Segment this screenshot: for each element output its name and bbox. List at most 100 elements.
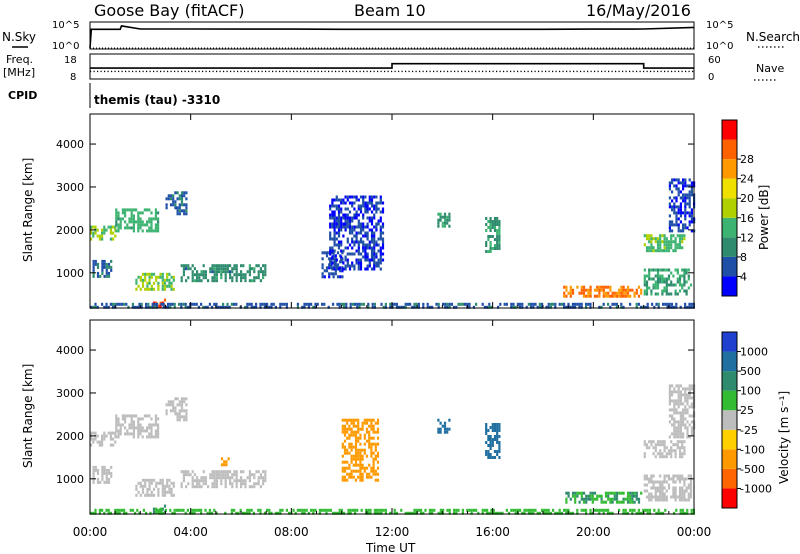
heatmap-cell <box>470 511 473 515</box>
heatmap-cell <box>223 463 226 467</box>
heatmap-cell <box>342 198 345 202</box>
heatmap-cell <box>123 511 126 515</box>
heatmap-cell <box>191 485 194 489</box>
heatmap-cell <box>233 473 236 477</box>
heatmap-cell <box>618 500 621 504</box>
heatmap-cell <box>668 302 671 306</box>
heatmap-cell <box>689 283 693 287</box>
heatmap-cell <box>370 246 374 250</box>
heatmap-cell <box>654 237 657 241</box>
heatmap-cell <box>107 262 111 266</box>
heatmap-cell <box>180 302 183 306</box>
heatmap-cell <box>663 446 666 450</box>
heatmap-cell <box>571 511 574 515</box>
heatmap-cell <box>225 463 228 467</box>
heatmap-cell <box>366 264 369 268</box>
heatmap-cell <box>362 243 365 247</box>
heatmap-cell <box>288 511 291 515</box>
heatmap-cell <box>301 511 304 515</box>
heatmap-cell <box>206 305 209 309</box>
heatmap-cell <box>169 197 173 201</box>
heatmap-cell <box>148 487 151 491</box>
heatmap-cell <box>366 237 369 241</box>
heatmap-cell <box>172 197 175 201</box>
heatmap-cell <box>211 270 214 274</box>
heatmap-cell <box>215 511 218 515</box>
heatmap-cell <box>492 508 495 512</box>
heatmap-cell <box>140 305 143 309</box>
heatmap-cell <box>202 276 205 280</box>
heatmap-cell <box>98 443 101 447</box>
heatmap-cell <box>159 275 162 279</box>
heatmap-cell <box>439 430 442 434</box>
heatmap-cell <box>231 476 234 480</box>
heatmap-cell <box>486 508 489 512</box>
heatmap-cell <box>431 305 434 309</box>
heatmap-cell <box>213 276 216 280</box>
heatmap-cell <box>613 494 616 498</box>
heatmap-cell <box>150 287 153 291</box>
heatmap-cell <box>404 302 407 306</box>
heatmap-cell <box>141 281 145 285</box>
heatmap-cell <box>157 287 160 291</box>
heatmap-cell <box>170 287 173 291</box>
heatmap-cell <box>220 479 223 483</box>
heatmap-cell <box>645 292 649 296</box>
y-tick-label: 1000 <box>56 473 84 486</box>
heatmap-cell <box>409 511 412 515</box>
heatmap-cell <box>370 240 374 244</box>
heatmap-cell <box>635 291 638 295</box>
heatmap-cell <box>355 225 358 229</box>
heatmap-cell <box>165 197 168 201</box>
heatmap-cell <box>92 471 95 475</box>
heatmap-cell <box>643 483 646 487</box>
heatmap-cell <box>631 511 634 515</box>
heatmap-cell <box>253 279 256 283</box>
heatmap-cell <box>375 222 378 226</box>
heatmap-cell <box>211 276 214 280</box>
heatmap-cell <box>157 481 160 485</box>
heatmap-cell <box>336 251 340 255</box>
heatmap-cell <box>148 217 151 221</box>
heatmap-cell <box>491 247 494 250</box>
heatmap-cell <box>331 201 334 205</box>
heatmap-cell <box>523 511 526 515</box>
heatmap-cell <box>344 228 347 232</box>
heatmap-cell <box>115 423 118 427</box>
heatmap-cell <box>674 455 677 459</box>
heatmap-cell <box>688 305 691 309</box>
heatmap-cell <box>670 292 673 296</box>
heatmap-cell <box>604 500 608 504</box>
heatmap-cell <box>150 423 153 427</box>
heatmap-cell <box>166 481 169 485</box>
heatmap-cell <box>498 235 501 238</box>
heatmap-cell <box>437 427 440 431</box>
heatmap-cell <box>527 302 530 306</box>
heatmap-cell <box>373 264 376 268</box>
heatmap-cell <box>253 476 256 480</box>
heatmap-cell <box>663 455 666 459</box>
heatmap-cell <box>337 222 341 226</box>
heatmap-cell <box>224 279 227 283</box>
heatmap-cell <box>149 511 152 515</box>
heatmap-cell <box>99 480 102 484</box>
heatmap-cell <box>444 302 447 306</box>
heatmap-cell <box>688 202 691 206</box>
heatmap-cell <box>370 204 374 208</box>
heatmap-cell <box>379 261 382 265</box>
heatmap-cell <box>341 442 344 446</box>
heatmap-cell <box>685 271 688 275</box>
heatmap-cell <box>325 254 329 258</box>
heatmap-cell <box>329 213 332 217</box>
heatmap-cell <box>585 288 588 292</box>
heatmap-cell <box>683 495 686 499</box>
heatmap-cell <box>222 473 225 477</box>
heatmap-cell <box>185 470 188 474</box>
heatmap-cell <box>629 494 632 498</box>
heatmap-cell <box>191 276 194 280</box>
heatmap-cell <box>375 195 378 199</box>
heatmap-cell <box>571 494 575 498</box>
heatmap-cell <box>656 498 660 502</box>
heatmap-cell <box>204 276 207 280</box>
heatmap-cell <box>654 286 657 290</box>
